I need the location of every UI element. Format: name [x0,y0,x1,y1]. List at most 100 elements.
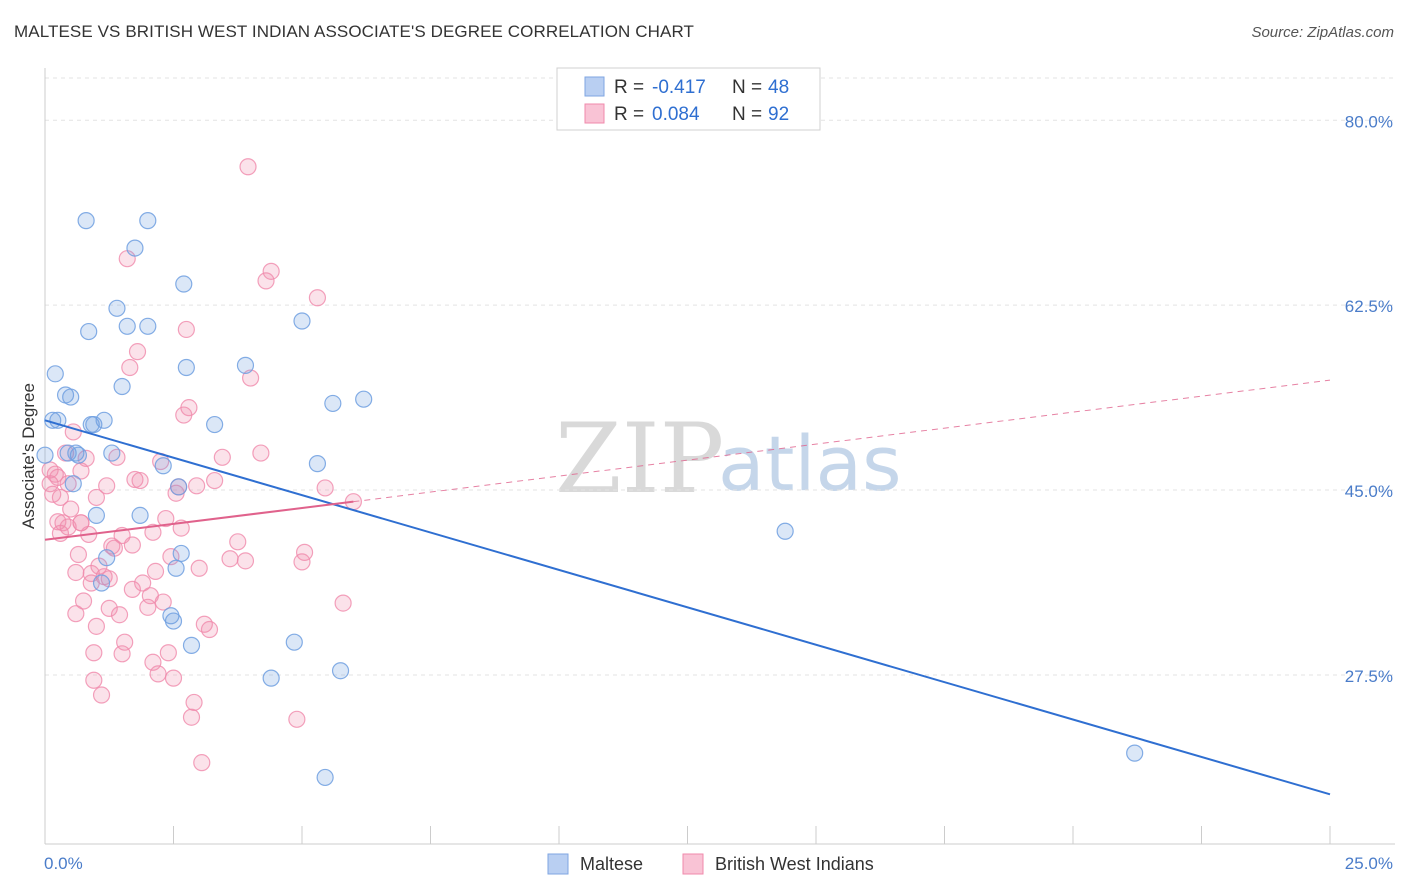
bottom-legend-swatch-maltese [547,853,569,875]
x-tick-label-min: 0.0% [44,854,83,873]
bwi-point [159,644,177,662]
stats-legend: R = -0.417 N = 48 R = 0.084 N = 92 [556,67,821,131]
maltese-point [108,299,126,317]
bwi-point [236,552,255,570]
bwi-point [146,562,165,581]
maltese-point [776,522,794,540]
bwi-point [46,465,64,483]
bwi-point [123,536,141,554]
maltese-point [154,457,172,475]
legend-swatch-bwi [584,103,605,124]
bwi-point [164,669,183,687]
legend-r-label-1: R = [614,77,644,98]
bwi-point [185,693,203,712]
maltese-point [64,475,82,493]
bwi-point [85,671,103,689]
bwi-point [69,545,88,564]
maltese-point [118,317,136,335]
maltese-point [92,574,111,592]
maltese-point [67,444,85,462]
maltese-point [236,356,255,374]
bwi-point [154,593,172,611]
maltese-point [170,478,188,496]
watermark-atlas: atlas [718,419,902,508]
legend-n-label-2: N = [732,104,762,125]
x-tick-label-max: 25.0% [1345,854,1393,873]
maltese-point [331,662,350,680]
y-tick-label: 27.5% [1345,667,1393,686]
bottom-legend-maltese: Maltese [580,854,643,874]
maltese-point [126,239,144,257]
maltese-point [139,317,157,335]
bwi-point [49,468,67,486]
trend-lines [44,379,1331,796]
maltese-point [172,544,190,563]
bwi-point [74,592,93,610]
bwi-point [87,617,106,635]
bwi-point [295,543,314,561]
bwi-point [252,444,270,462]
bwi-point [177,320,195,339]
maltese-point [36,446,54,464]
maltese-point [46,365,64,383]
bwi-trend-line [44,500,354,541]
maltese-point [262,669,280,687]
bottom-legend-swatch-bwi [682,853,704,875]
bwi-point [221,550,239,568]
bwi-point [200,620,219,639]
bwi-point [242,369,260,387]
bwi-point [62,500,80,518]
bwi-point [144,523,162,541]
maltese-point [164,612,183,630]
maltese-point [85,415,103,434]
maltese-point [139,212,157,230]
chart-source: Source: ZipAtlas.com [1251,24,1394,41]
bwi-point [334,594,352,612]
bwi-point [182,708,201,726]
maltese-point [131,506,149,525]
bwi-point [206,471,224,490]
bwi-point [195,615,213,633]
chart-title: MALTESE VS BRITISH WEST INDIAN ASSOCIATE… [14,22,694,41]
legend-n-label-1: N = [732,77,762,98]
bwi-point [188,477,206,495]
bwi-point [131,471,149,490]
maltese-point [62,388,80,406]
bwi-point [67,605,85,623]
maltese-point [167,559,185,577]
maltese-trend-line [44,419,1331,796]
maltese-point [69,446,88,464]
y-tick-label: 80.0% [1345,112,1393,131]
maltese-point [98,549,116,567]
maltese-point [175,275,193,293]
maltese-points [36,212,1144,787]
maltese-point [95,411,113,429]
legend-swatch-maltese [584,76,605,97]
maltese-point [80,322,98,341]
maltese-point [177,358,195,377]
bwi-point [121,358,139,377]
legend-n-value-1: 48 [768,77,789,98]
bwi-point [98,477,116,495]
bwi-point [85,644,103,662]
bwi-points [41,158,362,772]
y-tick-label: 45.0% [1345,482,1393,501]
maltese-point [1126,744,1144,762]
maltese-point [308,455,327,473]
bwi-point [59,475,77,493]
legend-r-label-2: R = [614,104,644,125]
maltese-point [77,212,95,230]
maltese-point [293,312,311,330]
legend-n-value-2: 92 [768,104,789,125]
bwi-point [128,343,147,361]
maltese-point [324,394,342,413]
bwi-point [157,509,175,528]
bwi-point [308,289,327,307]
series-legend: Maltese British West Indians [547,853,874,875]
maltese-point [206,415,224,434]
y-axis-title: Associate's Degree [19,383,38,529]
tick-labels: 27.5% 45.0% 62.5% 80.0% 0.0% 25.0% [44,112,1393,873]
legend-r-value-2: 0.084 [652,104,700,125]
bwi-point [126,470,144,489]
